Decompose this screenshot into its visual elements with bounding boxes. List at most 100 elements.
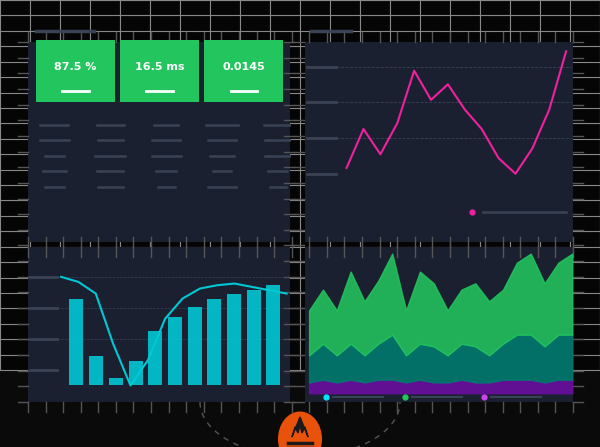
Bar — [240, 63, 269, 77]
Bar — [360, 79, 389, 93]
Bar — [420, 110, 449, 123]
Bar — [330, 356, 359, 370]
Bar — [210, 63, 239, 77]
Bar — [570, 264, 599, 278]
Bar — [30, 1, 59, 15]
Bar — [570, 17, 599, 31]
Bar — [510, 140, 539, 154]
Bar — [450, 186, 479, 200]
Bar — [90, 17, 119, 31]
Bar — [180, 48, 209, 62]
Bar — [330, 32, 359, 46]
Bar — [390, 1, 419, 15]
Bar — [240, 310, 269, 324]
Bar — [210, 202, 239, 216]
Bar — [390, 140, 419, 154]
Bar — [30, 356, 59, 370]
Bar — [180, 341, 209, 354]
Bar — [390, 186, 419, 200]
Bar — [540, 1, 569, 15]
Bar — [300, 279, 329, 293]
Bar — [300, 264, 329, 278]
Bar — [150, 310, 179, 324]
Bar — [90, 356, 119, 370]
Bar — [60, 17, 89, 31]
Bar — [180, 171, 209, 185]
Bar — [90, 325, 119, 339]
Bar — [180, 186, 209, 200]
Bar — [90, 186, 119, 200]
Bar — [510, 171, 539, 185]
Bar — [570, 310, 599, 324]
Text: 16.5 ms: 16.5 ms — [135, 62, 184, 72]
Bar — [60, 310, 89, 324]
Bar — [227, 295, 241, 385]
FancyBboxPatch shape — [36, 40, 115, 102]
Bar — [300, 325, 329, 339]
Bar — [360, 248, 389, 262]
Bar — [540, 356, 569, 370]
Bar — [90, 94, 119, 108]
Bar — [300, 48, 329, 62]
Bar — [0, 94, 29, 108]
Bar — [540, 156, 569, 169]
Bar — [120, 110, 149, 123]
Bar — [390, 17, 419, 31]
Bar — [30, 140, 59, 154]
Bar — [450, 295, 479, 308]
Bar — [150, 1, 179, 15]
Bar — [540, 171, 569, 185]
Bar — [450, 233, 479, 247]
Bar — [30, 310, 59, 324]
Bar — [330, 233, 359, 247]
Bar — [210, 279, 239, 293]
Bar — [247, 290, 261, 385]
Bar — [510, 32, 539, 46]
Bar — [60, 356, 89, 370]
Bar — [480, 156, 509, 169]
Bar — [570, 156, 599, 169]
Bar — [90, 233, 119, 247]
Bar — [210, 48, 239, 62]
Bar — [120, 94, 149, 108]
Bar — [420, 171, 449, 185]
Bar — [450, 32, 479, 46]
Bar — [240, 295, 269, 308]
Bar — [180, 125, 209, 139]
Bar — [570, 1, 599, 15]
Bar — [120, 48, 149, 62]
Bar — [570, 171, 599, 185]
Bar — [360, 63, 389, 77]
Bar — [180, 356, 209, 370]
Bar — [300, 94, 329, 108]
Bar — [570, 94, 599, 108]
Bar — [360, 233, 389, 247]
Bar — [420, 202, 449, 216]
Bar — [0, 264, 29, 278]
Bar — [420, 63, 449, 77]
Bar — [450, 48, 479, 62]
Bar — [240, 171, 269, 185]
Bar — [180, 94, 209, 108]
Bar — [480, 17, 509, 31]
Bar — [30, 48, 59, 62]
Bar — [0, 79, 29, 93]
Bar — [60, 1, 89, 15]
Bar — [60, 341, 89, 354]
Bar — [60, 264, 89, 278]
Bar — [480, 248, 509, 262]
Bar — [450, 17, 479, 31]
Bar — [60, 32, 89, 46]
Bar — [570, 325, 599, 339]
Bar — [420, 325, 449, 339]
Bar — [210, 17, 239, 31]
Bar — [420, 341, 449, 354]
Bar — [360, 1, 389, 15]
Bar — [390, 171, 419, 185]
Bar — [150, 171, 179, 185]
Bar — [0, 32, 29, 46]
Bar — [510, 186, 539, 200]
Bar — [240, 17, 269, 31]
Bar — [60, 94, 89, 108]
Bar — [330, 341, 359, 354]
